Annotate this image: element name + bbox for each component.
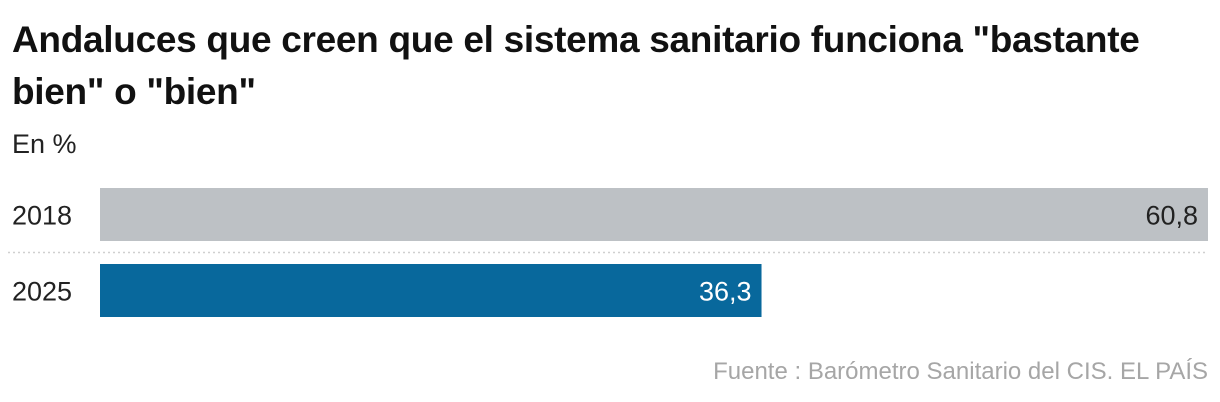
value-label: 60,8: [1145, 201, 1198, 231]
bar-2025: [100, 264, 762, 317]
source-note: Fuente : Barómetro Sanitario del CIS. EL…: [713, 358, 1208, 385]
bar-chart: 2018 60,8 2025 36,3: [8, 188, 1208, 317]
bar-2018: [100, 188, 1208, 241]
value-label: 36,3: [699, 277, 752, 307]
category-label: 2025: [12, 277, 72, 307]
category-label: 2018: [12, 201, 72, 231]
chart-title: Andaluces que creen que el sistema sanit…: [12, 19, 1140, 112]
chart-subtitle: En %: [12, 129, 77, 159]
